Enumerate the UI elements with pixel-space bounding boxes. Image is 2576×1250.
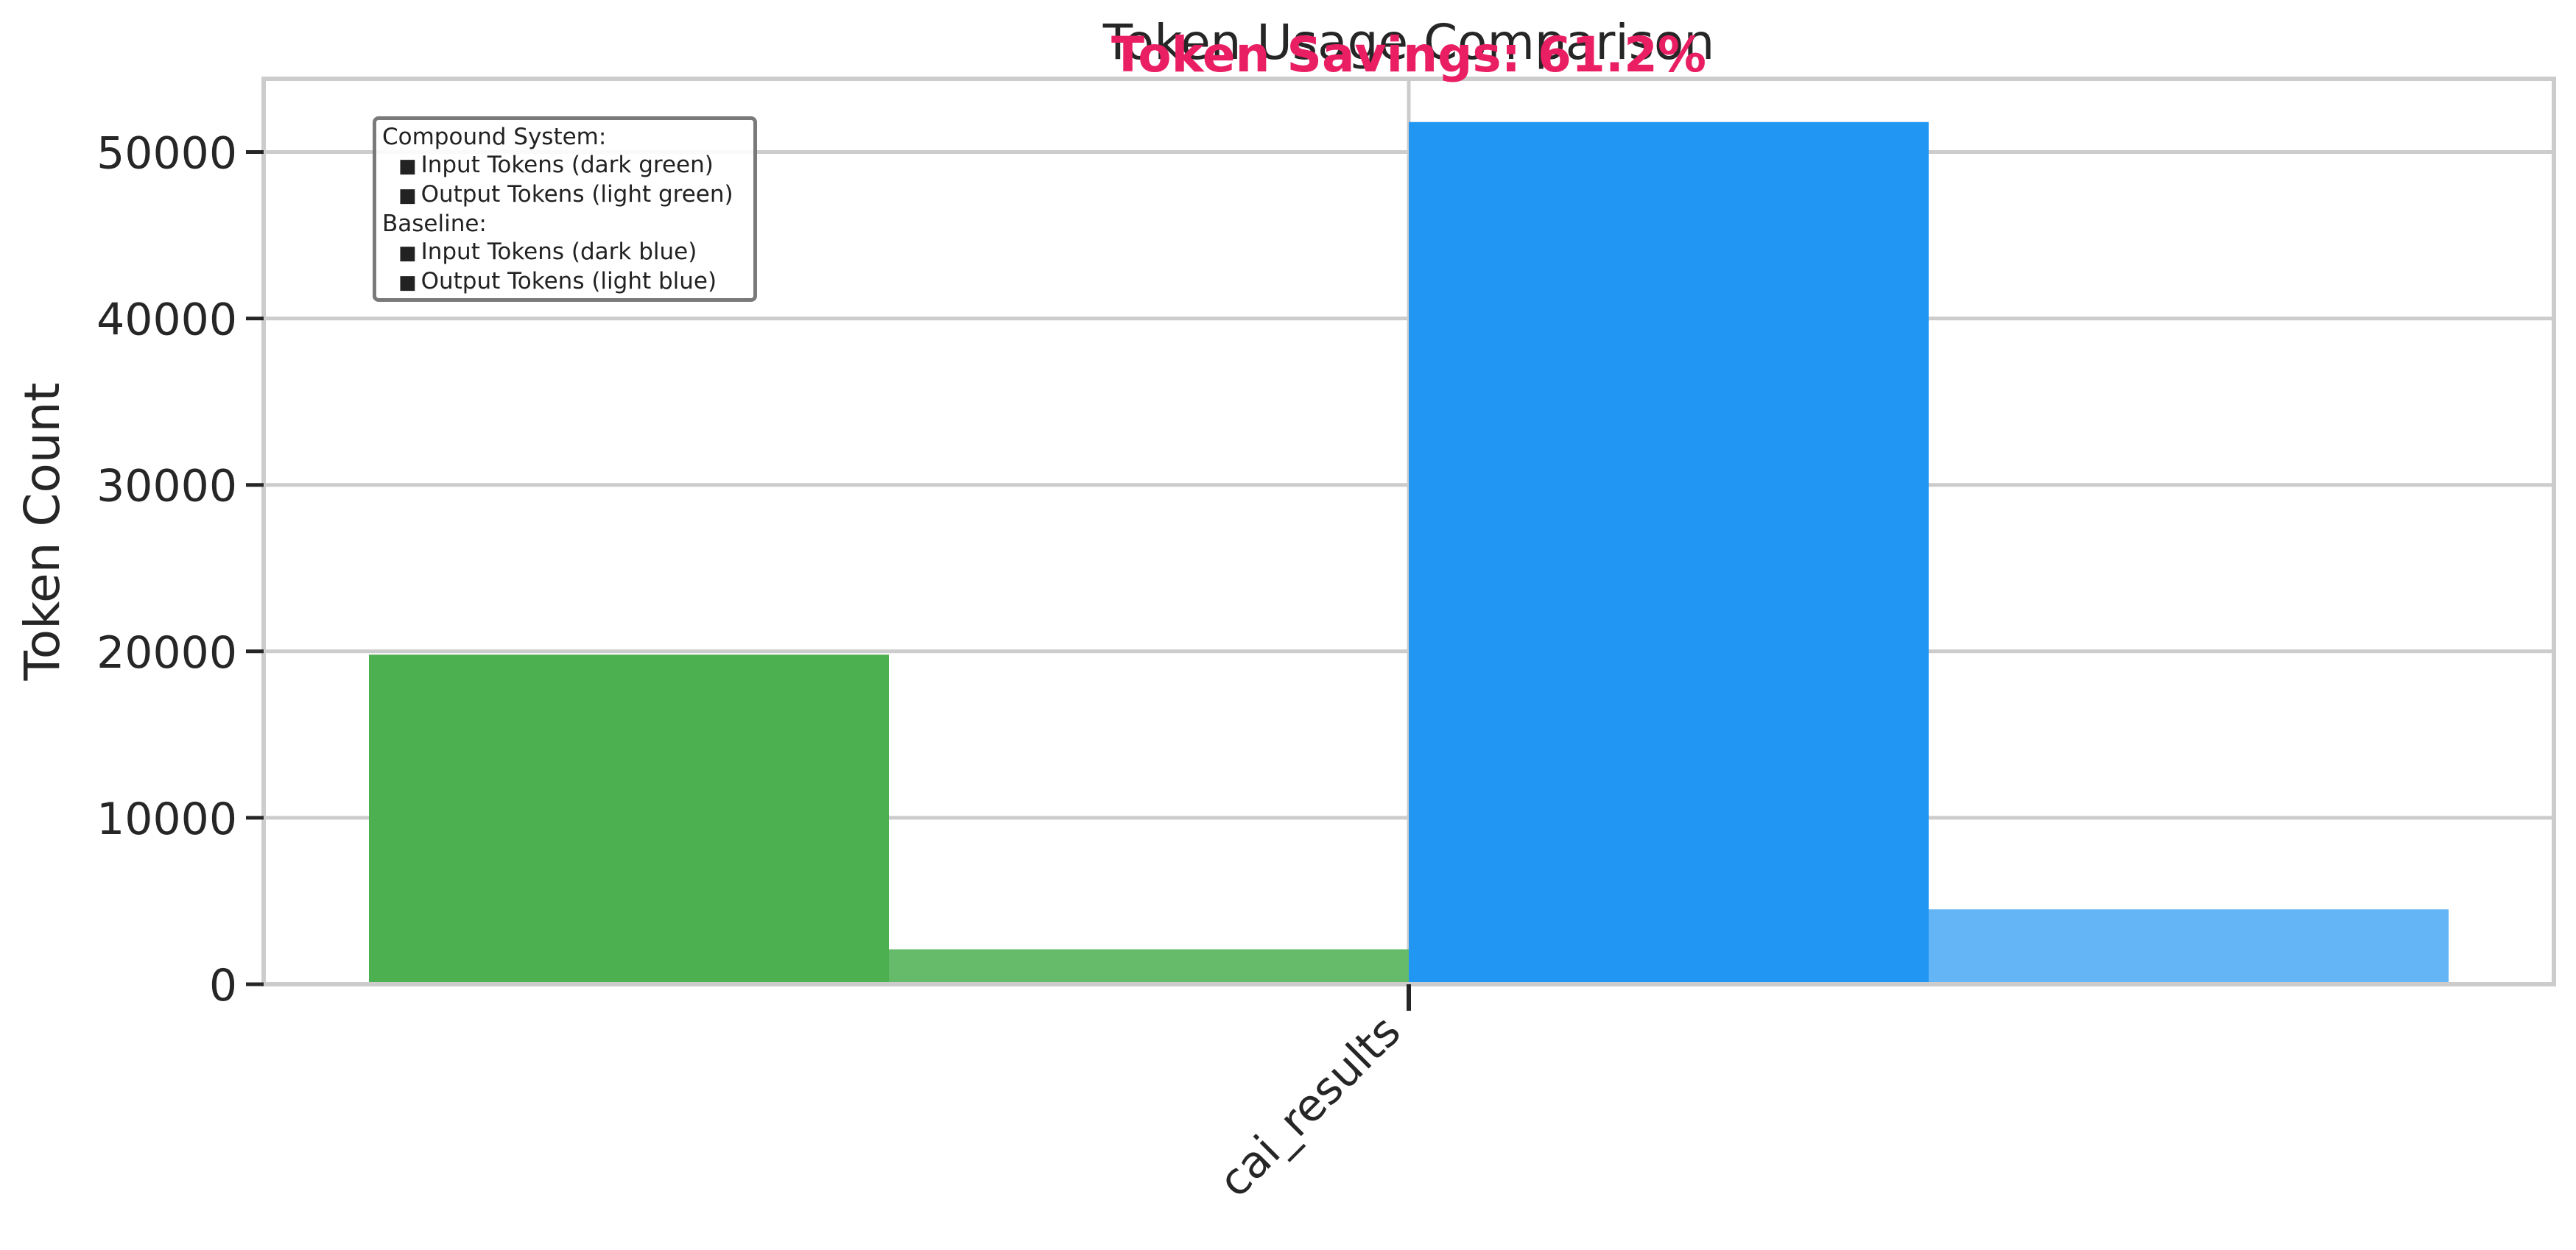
x-tick-label: cai_results	[1209, 1006, 1411, 1207]
legend-item-compound-output: ■ Output Tokens (light green)	[382, 180, 747, 210]
legend-item-baseline-input: ■ Input Tokens (dark blue)	[382, 238, 747, 267]
legend-compound-header: Compound System:	[382, 124, 607, 150]
square-icon: ■	[398, 272, 417, 294]
y-tick-label: 40000	[96, 294, 237, 346]
bars	[369, 121, 2449, 985]
square-icon: ■	[398, 155, 417, 177]
y-tick-label: 0	[209, 960, 237, 1011]
legend-label: Output Tokens (light green)	[420, 181, 733, 208]
y-tick-label: 10000	[96, 794, 237, 845]
chart-subtitle: Token Savings: 61.2%	[1111, 27, 1706, 83]
y-tick-label: 20000	[96, 627, 237, 679]
bar-baseline-3	[1929, 909, 2449, 984]
legend-label: Input Tokens (dark blue)	[420, 239, 697, 265]
legend: Compound System: ■ Input Tokens (dark gre…	[373, 116, 757, 302]
y-tick-label: 50000	[96, 127, 237, 179]
legend-label: Input Tokens (dark green)	[420, 152, 714, 178]
square-icon: ■	[398, 242, 417, 264]
bar-compound-system-1	[889, 949, 1409, 984]
y-axis-label: Token Count	[14, 383, 71, 682]
legend-item-baseline-output: ■ Output Tokens (light blue)	[382, 267, 747, 297]
bar-compound-system-0	[369, 654, 889, 984]
bar-baseline-2	[1409, 121, 1929, 985]
legend-baseline-header: Baseline:	[382, 211, 487, 237]
square-icon: ■	[398, 185, 417, 207]
chart-title: Token Usage Comparison	[1102, 14, 1715, 71]
y-tick-label: 30000	[96, 461, 237, 512]
legend-item-compound-input: ■ Input Tokens (dark green)	[382, 151, 747, 180]
legend-label: Output Tokens (light blue)	[420, 268, 717, 294]
